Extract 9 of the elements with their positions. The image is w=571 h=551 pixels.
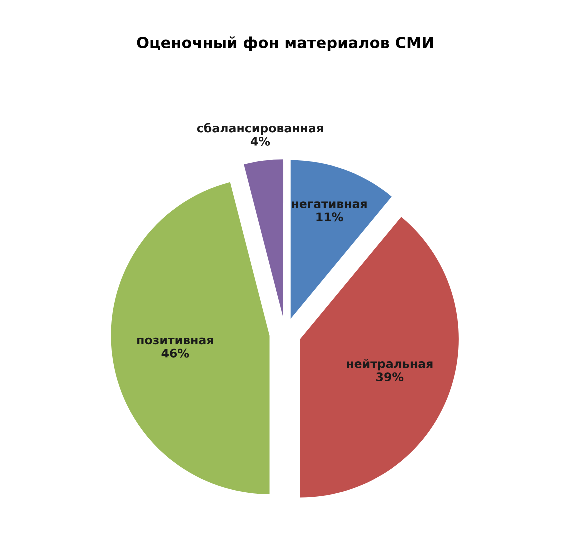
data-label: 4% [250, 137, 270, 146]
slice-label: негативная [292, 202, 367, 208]
data-label: 39% [376, 372, 404, 382]
data-label: 11% [316, 212, 344, 222]
chart-title: Оценочный фон материалов СМИ [137, 36, 434, 52]
slice-label: нейтральная [347, 359, 433, 371]
slice-label: сбалансированная [197, 123, 324, 136]
data-label: 46% [162, 348, 190, 358]
slice-label: позитивная [138, 338, 214, 345]
